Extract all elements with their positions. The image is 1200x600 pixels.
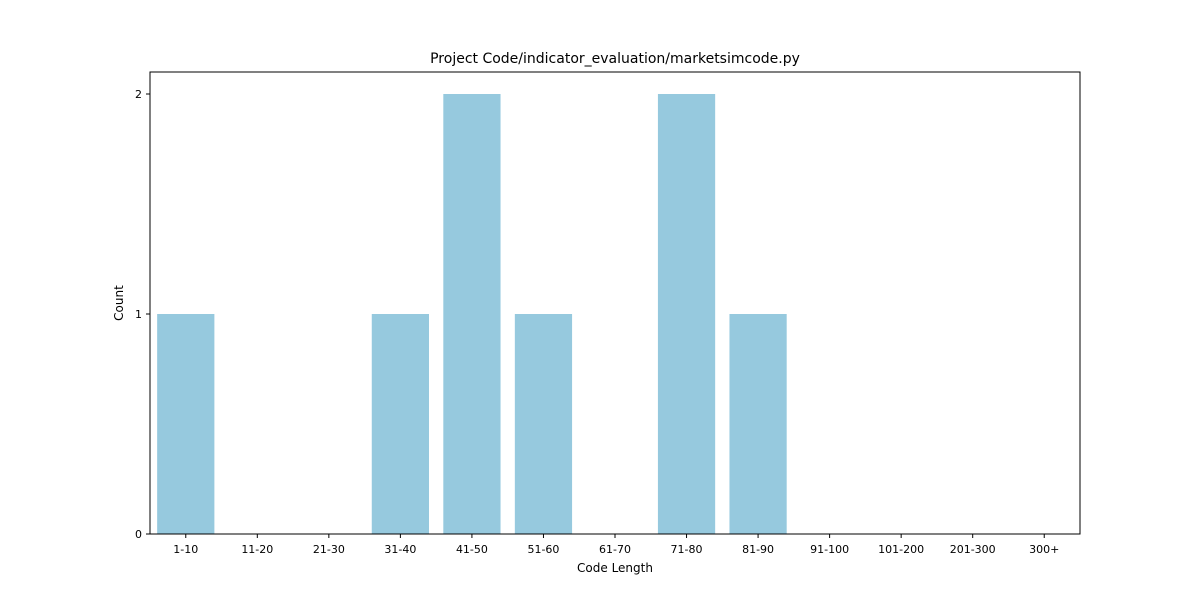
x-tick-label: 201-300 <box>950 543 996 556</box>
bar-71-80 <box>657 94 716 534</box>
y-axis-label: Count <box>112 285 126 321</box>
x-tick-label: 51-60 <box>527 543 559 556</box>
x-tick-label: 21-30 <box>313 543 345 556</box>
x-tick-label: 31-40 <box>384 543 416 556</box>
y-tick-label: 2 <box>135 88 142 101</box>
bar-81-90 <box>729 314 787 534</box>
bar-1-10 <box>157 314 215 534</box>
x-tick-label: 1-10 <box>173 543 198 556</box>
x-tick-label: 81-90 <box>742 543 774 556</box>
x-tick-label: 71-80 <box>671 543 703 556</box>
bar-31-40 <box>371 314 429 534</box>
y-axis-ticks: 0 1 2 <box>135 88 150 541</box>
y-tick-label: 1 <box>135 308 142 321</box>
bar-41-50 <box>443 94 501 534</box>
x-axis-label: Code Length <box>577 561 653 575</box>
x-tick-label: 101-200 <box>878 543 924 556</box>
chart-title: Project Code/indicator_evaluation/market… <box>430 51 800 67</box>
x-axis-ticks: 1-10 11-20 21-30 31-40 41-50 51-60 61-70 71-80 8… <box>173 534 1059 556</box>
x-tick-label: 41-50 <box>456 543 488 556</box>
x-tick-label: 91-100 <box>810 543 849 556</box>
x-tick-label: 11-20 <box>241 543 273 556</box>
x-tick-label: 61-70 <box>599 543 631 556</box>
plot-frame <box>149 71 1081 535</box>
y-tick-label: 0 <box>135 528 142 541</box>
bar-51-60 <box>514 314 573 534</box>
x-tick-label: 300+ <box>1029 543 1059 556</box>
bars-layer <box>157 94 787 534</box>
